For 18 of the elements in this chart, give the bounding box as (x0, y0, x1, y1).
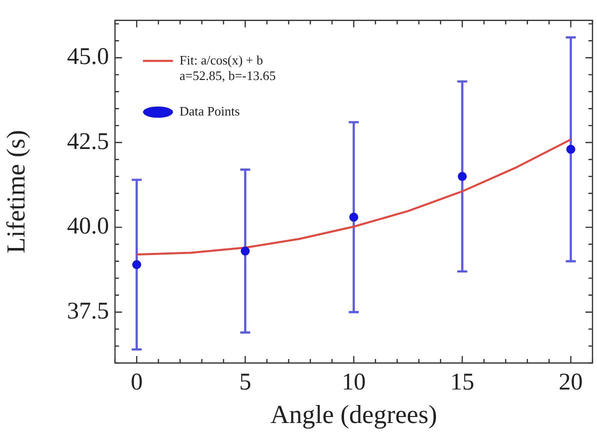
y-tick-label: 40.0 (67, 214, 109, 240)
x-tick-label: 5 (239, 370, 252, 396)
point (566, 144, 576, 154)
y-tick-label: 37.5 (67, 298, 109, 324)
y-tick-label: 42.5 (67, 128, 109, 155)
legend-label: Fit: a/cos(x) + b a=52.85, b=-13.65 (180, 52, 276, 83)
x-axis-title: Angle (degrees) (270, 400, 438, 430)
x-tick-label: 20 (558, 370, 583, 396)
x-tick-label: 0 (130, 370, 143, 396)
point (240, 246, 250, 256)
x-tick-label: 15 (450, 370, 474, 396)
point (132, 260, 142, 270)
legend-label: Data Points (180, 104, 240, 119)
point (349, 212, 358, 222)
point (458, 172, 467, 181)
x-tick-label: 10 (342, 370, 366, 396)
y-tick-label: 45.0 (67, 44, 109, 70)
y-axis-title: Lifetime (s) (1, 130, 30, 254)
